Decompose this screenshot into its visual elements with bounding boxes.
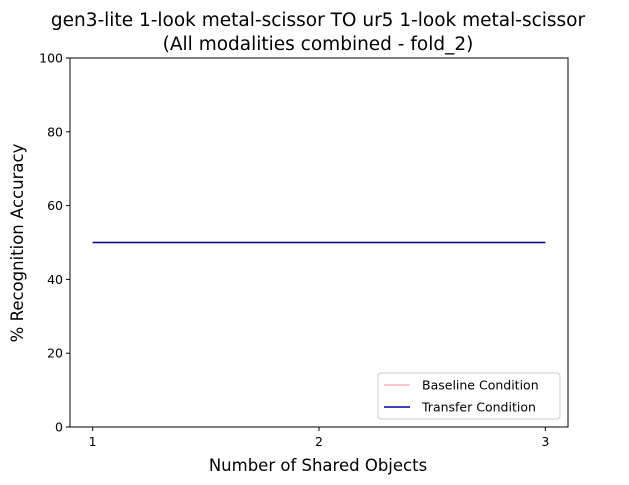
plot-area: 1 2 3 0 20 40 60 80 100 [39,51,569,449]
x-axis-label: Number of Shared Objects [209,456,427,475]
y-tick-label: 100 [39,51,63,66]
y-tick-label: 20 [47,346,63,361]
chart-title-line-2: (All modalities combined - fold_2) [163,34,474,55]
x-tick-label: 2 [315,434,323,449]
y-tick-label: 40 [47,272,63,287]
y-tick-label: 80 [47,124,63,139]
chart-title-line-1: gen3-lite 1-look metal-scissor TO ur5 1-… [51,10,586,31]
x-tick-label: 1 [89,434,97,449]
legend-label-1: Baseline Condition [422,378,539,393]
y-axis-label: % Recognition Accuracy [8,143,27,342]
legend: Baseline Condition Transfer Condition [377,372,561,420]
legend-box [377,372,561,420]
legend-label-2: Transfer Condition [421,400,536,415]
y-tick-label: 60 [47,198,63,213]
y-tick-label: 0 [55,420,63,435]
x-tick-label: 3 [541,434,549,449]
